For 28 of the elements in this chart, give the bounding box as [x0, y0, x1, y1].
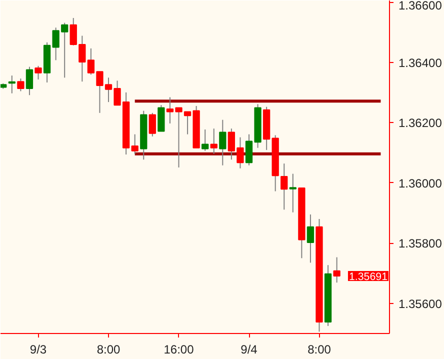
- candlestick: [148, 112, 156, 137]
- candlestick: [8, 75, 16, 94]
- y-tick-label: 1.36200: [398, 116, 442, 130]
- candlestick: [17, 78, 24, 92]
- candlestick: [131, 134, 138, 154]
- y-tick-label: 1.36400: [398, 56, 442, 70]
- candlestick: [158, 104, 165, 132]
- annotation: 1.35691: [348, 270, 388, 283]
- x-tick-label: 8:00: [96, 342, 121, 356]
- x-tick-label: 8:00: [308, 342, 332, 356]
- candlestick: [210, 128, 218, 154]
- candlestick: [202, 128, 209, 152]
- candlestick: [289, 173, 296, 213]
- y-tick-label: 1.35800: [398, 236, 442, 251]
- candlestick: [34, 65, 42, 80]
- candlestick: [26, 66, 34, 96]
- candlestick: [78, 35, 86, 82]
- candlestick: [70, 17, 77, 46]
- candlestick: [280, 163, 288, 210]
- x-tick-label: 16:00: [164, 342, 194, 356]
- x-tick-label: 9/4: [240, 342, 258, 356]
- candlestick: [219, 119, 226, 166]
- x-tick-label: 9/3: [30, 342, 47, 356]
- candlestick: [306, 214, 314, 264]
- candlestick: [333, 256, 340, 284]
- y-tick-label: 1.36000: [398, 176, 442, 190]
- y-tick-label: 1.35600: [398, 296, 442, 311]
- y-tick-label: 1.36600: [398, 0, 442, 12]
